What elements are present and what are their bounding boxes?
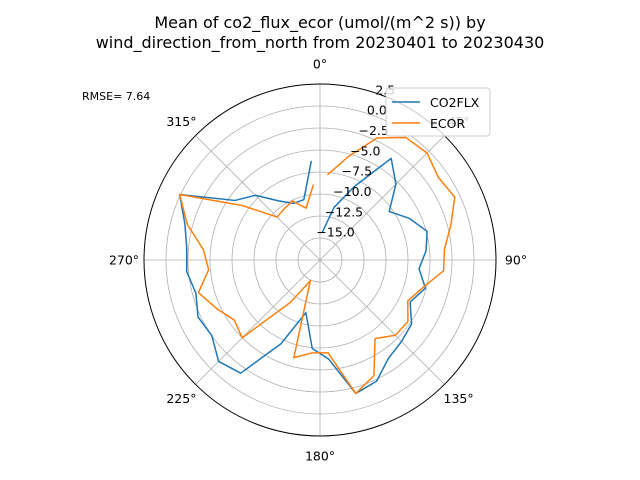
- radial-tick-label: −7.5: [342, 164, 372, 179]
- chart-title-line-1: Mean of co2_flux_ecor (umol/(m^2 s)) by: [154, 13, 485, 33]
- polar-grid: [143, 83, 497, 437]
- legend: CO2FLX ECOR: [385, 87, 491, 137]
- angle-tick-label: 270°: [109, 253, 139, 268]
- angle-tick-label: 225°: [166, 391, 196, 406]
- radial-tick-labels: −15.0−12.5−10.0−7.5−5.0−2.50.02.5: [316, 82, 395, 239]
- radial-tick-label: −12.5: [325, 204, 363, 219]
- angular-gridline: [195, 259, 321, 385]
- angle-tick-label: 135°: [444, 391, 474, 406]
- radial-tick-label: −10.0: [333, 184, 371, 199]
- angular-gridline: [319, 259, 445, 385]
- radial-tick-label: −15.0: [316, 225, 354, 240]
- polar-frame: [143, 83, 497, 437]
- angle-tick-label: 90°: [505, 253, 527, 268]
- series-line-ecor: [178, 136, 456, 395]
- rmse-annotation: RMSE= 7.64: [82, 90, 150, 103]
- angle-tick-label: 180°: [305, 449, 335, 464]
- chart-title-line-2: wind_direction_from_north from 20230401 …: [96, 33, 545, 53]
- radial-tick-label: −5.0: [350, 143, 380, 158]
- series-lines: [178, 136, 456, 395]
- radial-tick-label: −2.5: [359, 123, 389, 138]
- radial-tick-label: 0.0: [367, 103, 387, 118]
- angular-gridline: [195, 135, 321, 261]
- legend-label-ecor: ECOR: [430, 116, 465, 131]
- angular-gridline: [319, 135, 445, 261]
- legend-box: [385, 87, 491, 137]
- angle-tick-label: 0°: [313, 57, 327, 72]
- legend-label-co2flx: CO2FLX: [430, 95, 480, 110]
- angle-tick-label: 315°: [166, 114, 196, 129]
